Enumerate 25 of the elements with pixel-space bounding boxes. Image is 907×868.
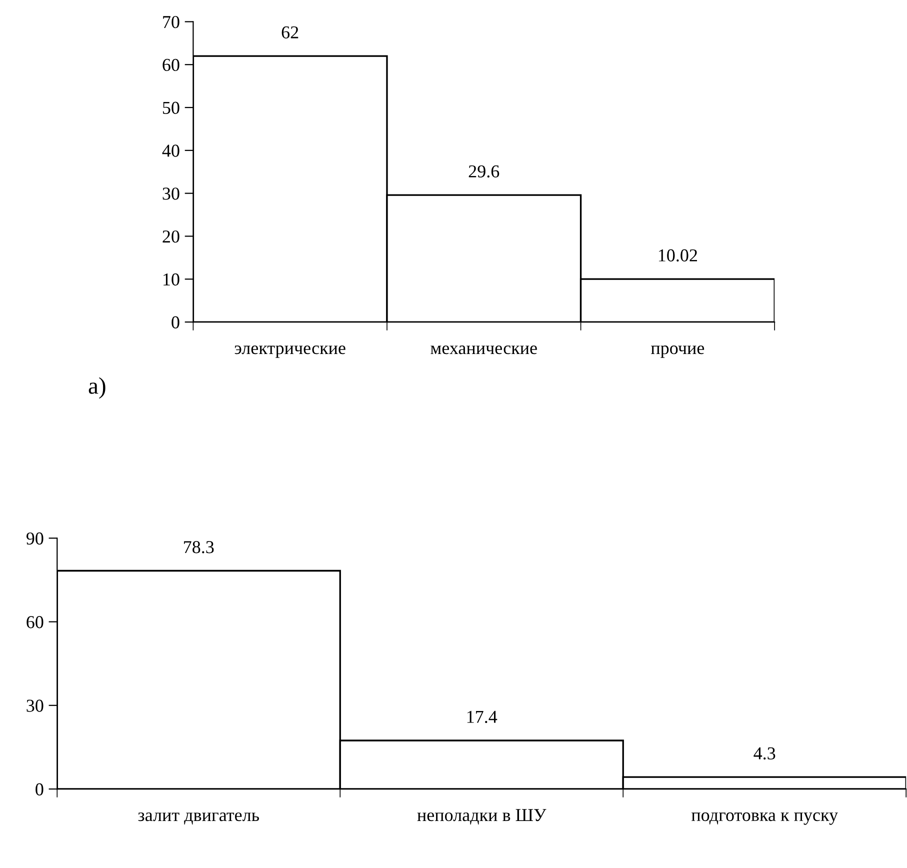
y-tick-label: 70: [163, 16, 180, 28]
x-tick-label: механические: [430, 345, 537, 354]
y-tick-label: 40: [162, 144, 180, 157]
data-label: 29.6: [468, 165, 500, 178]
data-label: 4.3: [754, 747, 776, 760]
data-label: 62: [282, 26, 298, 38]
data-label: 17.4: [467, 710, 498, 724]
data-label: 10.02: [658, 249, 697, 262]
x-tick-label: неполадки в ШУ: [417, 809, 546, 824]
x-tick-label: залит двигатель: [138, 812, 260, 824]
y-tick-label: 30: [26, 700, 44, 712]
y-tick-label: 50: [162, 102, 180, 114]
y-tick-label: 0: [36, 783, 44, 796]
y-tick-label: 60: [162, 58, 180, 72]
data-label: 78.3: [184, 541, 214, 554]
text: а): [88, 377, 106, 399]
y-tick-label: 60: [26, 616, 44, 628]
y-tick-label: 0: [172, 316, 180, 328]
y-tick-label: 30: [162, 188, 180, 200]
x-tick-label: прочие: [651, 345, 704, 358]
y-tick-label: 10: [164, 273, 180, 286]
x-tick-label: подготовка к пуску: [692, 812, 838, 825]
y-tick-label: 90: [26, 532, 44, 545]
x-tick-label: электрические: [234, 345, 346, 358]
y-tick-label: 20: [162, 230, 180, 243]
